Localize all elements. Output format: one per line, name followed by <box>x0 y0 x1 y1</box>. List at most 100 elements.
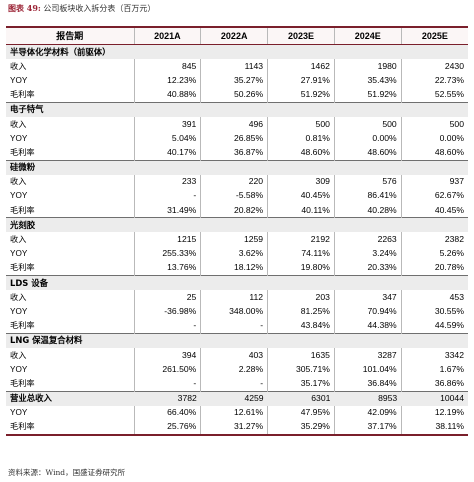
table-caption: 图表 49: 公司板块收入拆分表（百万元） <box>8 3 155 14</box>
cell-value: 30.55% <box>400 304 468 319</box>
cell-value: -5.58% <box>200 188 268 204</box>
cell-value: 48.60% <box>400 145 468 160</box>
cell-value: 43.84% <box>267 318 335 334</box>
caption-text: 公司板块收入拆分表（百万元） <box>43 4 156 13</box>
cell-value: 40.17% <box>133 145 201 160</box>
cell-value: 453 <box>400 290 468 305</box>
cell-value: 47.95% <box>267 405 335 420</box>
cell-value: 937 <box>400 174 468 189</box>
cell-value: 40.11% <box>267 203 335 218</box>
cell-value: 101.04% <box>333 362 402 377</box>
total-value: 8953 <box>334 390 402 406</box>
cell-value: 62.67% <box>400 188 468 204</box>
cell-value: 2263 <box>333 232 402 247</box>
cell-value: 37.17% <box>333 419 402 437</box>
cell-value: 48.60% <box>333 145 402 160</box>
cell-value: 0.00% <box>400 131 468 146</box>
cell-value: 2382 <box>400 232 468 247</box>
table-row: YOY 66.40% 12.61% 47.95% 42.09% 12.19% <box>6 405 468 420</box>
cell-value: 70.94% <box>333 304 402 319</box>
cell-value: 13.76% <box>133 260 201 276</box>
section-title: 电子特气 <box>6 101 468 117</box>
header-year: 2024E <box>333 26 402 45</box>
cell-value: 500 <box>400 116 468 132</box>
section-row: LNG 保温复合材料 <box>6 332 468 348</box>
total-value: 10044 <box>401 390 468 406</box>
cell-value: 27.91% <box>267 73 335 88</box>
table-row: 毛利率 25.76% 31.27% 35.29% 37.17% 38.11% <box>6 419 468 437</box>
table-row: 收入 394 403 1635 3287 3342 <box>6 347 468 363</box>
cell-value: 36.87% <box>200 145 268 160</box>
cell-value: 20.33% <box>333 260 402 276</box>
table-row: 毛利率 - -35.17% 36.84% 36.86% <box>6 376 468 391</box>
total-value: 4259 <box>200 390 268 406</box>
table-row: 毛利率 40.88% 50.26% 51.92% 51.92% 52.55% <box>6 87 468 103</box>
cell-value: 1635 <box>267 347 335 363</box>
cell-value: 1462 <box>267 59 335 74</box>
cell-value: 394 <box>133 347 201 363</box>
cell-value: 1215 <box>133 232 201 247</box>
cell-value: 391 <box>133 116 201 132</box>
header-period: 报告期 <box>6 26 134 45</box>
header-year: 2023E <box>267 26 335 45</box>
total-title: 营业总收入 <box>6 390 134 406</box>
cell-value: 1259 <box>200 232 268 247</box>
cell-value: 0.00% <box>333 131 402 146</box>
cell-value: - <box>133 376 201 391</box>
cell-value: 20.82% <box>200 203 268 218</box>
cell-value: 19.80% <box>267 260 335 276</box>
cell-value: 51.92% <box>333 87 402 103</box>
cell-value: 36.86% <box>400 376 468 391</box>
section-row: 电子特气 <box>6 101 468 117</box>
caption-label: 图表 49: <box>8 3 41 13</box>
table-row: YOY 255.33% 3.62% 74.11% 3.24% 5.26% <box>6 246 468 261</box>
cell-value: 2430 <box>400 59 468 74</box>
cell-value: - <box>133 188 201 204</box>
total-value: 6301 <box>267 390 335 406</box>
cell-value: 1143 <box>200 59 268 74</box>
row-label: 毛利率 <box>10 205 35 215</box>
cell-value: 12.61% <box>200 405 268 420</box>
cell-value: 309 <box>267 174 335 189</box>
section-row: 半导体化学材料（前驱体） <box>6 44 468 60</box>
cell-value: 38.11% <box>400 419 468 437</box>
header-year: 2025E <box>400 26 468 45</box>
cell-value: 40.28% <box>333 203 402 218</box>
row-label: 收入 <box>10 119 27 129</box>
row-label: 收入 <box>10 292 27 302</box>
cell-value: 3287 <box>333 347 402 363</box>
section-title: LNG 保温复合材料 <box>6 332 468 348</box>
cell-value: 1980 <box>333 59 402 74</box>
section-row: 硅微粉 <box>6 159 468 175</box>
total-value: 3782 <box>134 390 201 406</box>
row-label: YOY <box>10 306 28 316</box>
cell-value: 35.17% <box>267 376 335 391</box>
table-body: 半导体化学材料（前驱体） 收入 845 1143 1462 1980 2430 YOY 12.2… <box>6 44 468 437</box>
section-row: 光刻胶 <box>6 217 468 233</box>
cell-value: 40.45% <box>267 188 335 204</box>
cell-value: 81.25% <box>267 304 335 319</box>
cell-value: 347 <box>333 290 402 305</box>
table-row: 收入 391 496 500 500 500 <box>6 116 468 132</box>
header-row: 报告期 2021A 2022A 2023E 2024E 2025E <box>6 26 468 45</box>
cell-value: 233 <box>133 174 201 189</box>
cell-value: 66.40% <box>133 405 201 420</box>
section-title: 硅微粉 <box>6 159 468 175</box>
cell-value: 20.78% <box>400 260 468 276</box>
row-label: 毛利率 <box>6 419 134 437</box>
section-title: LDS 设备 <box>6 275 468 291</box>
source-note: 资料来源：Wind，国盛证券研究所 <box>8 468 126 477</box>
row-label: 收入 <box>10 177 27 187</box>
section-row: LDS 设备 <box>6 275 468 291</box>
cell-value: 348.00% <box>200 304 268 319</box>
row-label: 毛利率 <box>10 378 35 388</box>
table-row: YOY 5.04% 26.85% 0.81% 0.00% 0.00% <box>6 131 468 146</box>
cell-value: 35.43% <box>333 73 402 88</box>
row-label: YOY <box>10 249 28 259</box>
cell-value: 5.04% <box>133 131 201 146</box>
cell-value: 255.33% <box>133 246 201 261</box>
cell-value: 40.45% <box>400 203 468 218</box>
cell-value: 44.59% <box>400 318 468 334</box>
cell-value: 31.49% <box>133 203 201 218</box>
cell-value: 1.67% <box>400 362 468 377</box>
